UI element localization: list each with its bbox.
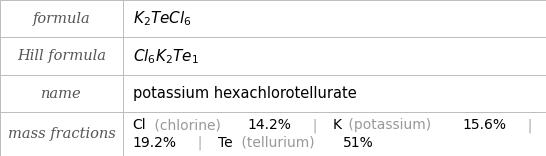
Text: $K_2TeCl_6$: $K_2TeCl_6$ [133, 9, 192, 28]
Text: (tellurium): (tellurium) [237, 136, 319, 150]
Text: (potassium): (potassium) [344, 118, 436, 132]
Text: 19.2%: 19.2% [133, 136, 177, 150]
Text: name: name [41, 87, 82, 101]
Text: |: | [519, 118, 541, 133]
Text: mass fractions: mass fractions [8, 127, 115, 141]
Text: $Cl_6K_2Te_1$: $Cl_6K_2Te_1$ [133, 47, 198, 66]
Text: formula: formula [33, 12, 90, 26]
Text: K: K [333, 118, 341, 132]
Text: 51%: 51% [343, 136, 373, 150]
Text: 15.6%: 15.6% [462, 118, 506, 132]
Text: potassium hexachlorotellurate: potassium hexachlorotellurate [133, 86, 357, 101]
Text: |: | [189, 136, 212, 150]
Text: Hill formula: Hill formula [17, 49, 106, 63]
Text: |: | [304, 118, 326, 133]
Text: (chlorine): (chlorine) [150, 118, 225, 132]
Text: 14.2%: 14.2% [247, 118, 291, 132]
Text: Cl: Cl [133, 118, 146, 132]
Text: Te: Te [218, 136, 233, 150]
